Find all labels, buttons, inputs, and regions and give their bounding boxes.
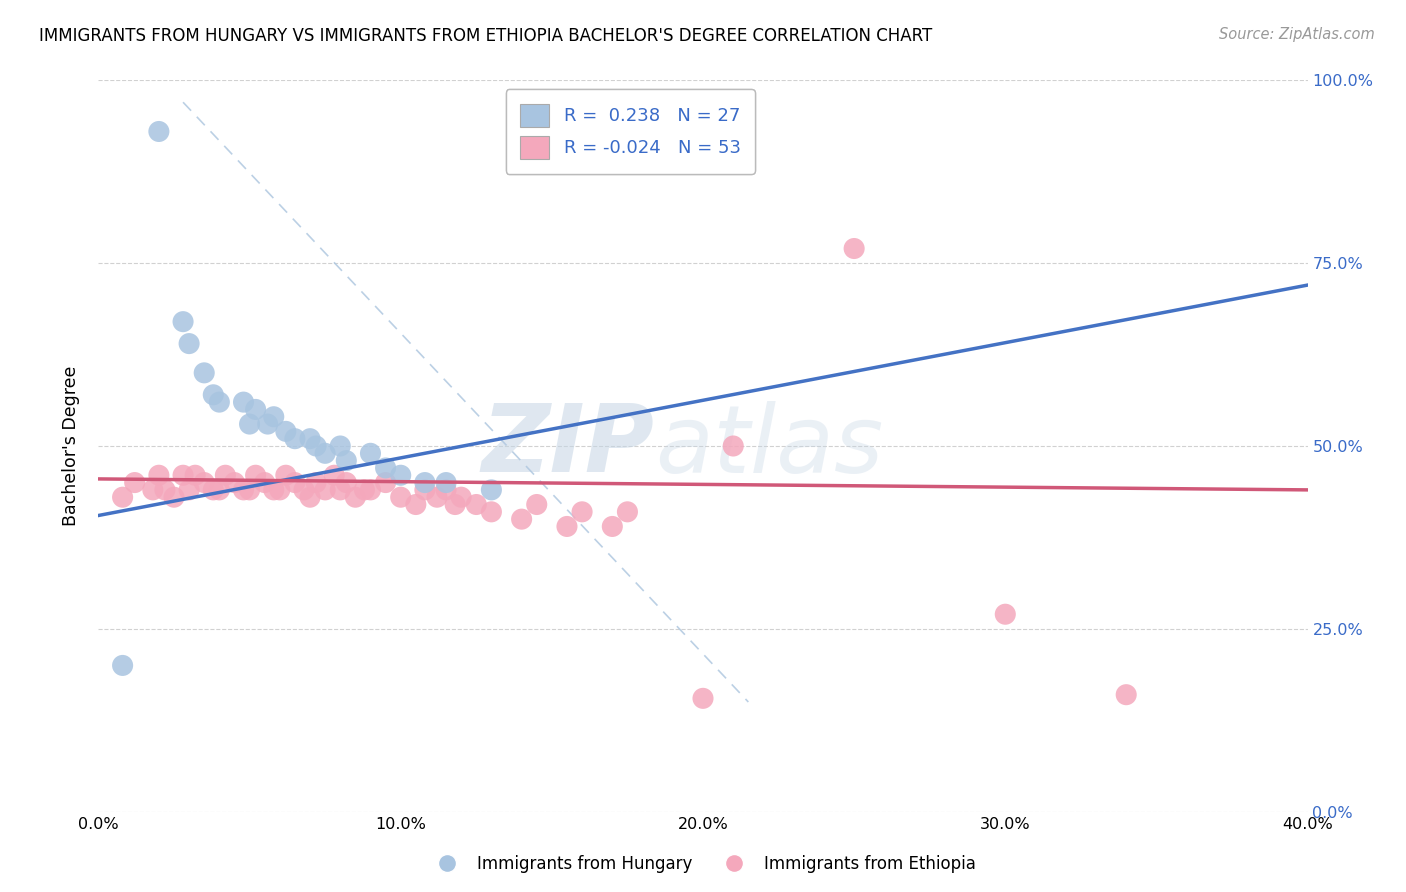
Point: [305, 439, 328, 453]
Point: [202, 388, 225, 402]
Text: ZIP: ZIP: [482, 400, 655, 492]
Point: [344, 490, 367, 504]
Point: [239, 483, 262, 497]
Point: [413, 483, 436, 497]
Point: [232, 395, 254, 409]
Point: [329, 439, 352, 453]
Point: [844, 242, 866, 256]
Point: [1115, 688, 1137, 702]
Point: [263, 483, 285, 497]
Legend: Immigrants from Hungary, Immigrants from Ethiopia: Immigrants from Hungary, Immigrants from…: [423, 848, 983, 880]
Point: [299, 432, 322, 446]
Point: [353, 483, 375, 497]
Point: [193, 475, 215, 490]
Point: [413, 475, 436, 490]
Point: [179, 336, 201, 351]
Point: [148, 124, 170, 138]
Point: [465, 498, 488, 512]
Point: [405, 498, 427, 512]
Point: [299, 490, 322, 504]
Point: [692, 124, 714, 138]
Point: [142, 483, 165, 497]
Point: [360, 483, 382, 497]
Point: [179, 483, 201, 497]
Point: [111, 658, 134, 673]
Point: [707, 132, 730, 146]
Point: [444, 498, 467, 512]
Point: [269, 483, 291, 497]
Point: [148, 468, 170, 483]
Point: [208, 483, 231, 497]
Point: [426, 490, 449, 504]
Point: [232, 483, 254, 497]
Point: [335, 475, 357, 490]
Point: [274, 468, 297, 483]
Point: [434, 483, 457, 497]
Point: [239, 417, 262, 431]
Point: [555, 519, 578, 533]
Point: [374, 461, 396, 475]
Text: atlas: atlas: [655, 401, 883, 491]
Legend: R =  0.238   N = 27, R = -0.024   N = 53: R = 0.238 N = 27, R = -0.024 N = 53: [506, 89, 755, 174]
Point: [245, 402, 267, 417]
Point: [481, 505, 503, 519]
Point: [253, 475, 276, 490]
Point: [292, 483, 315, 497]
Point: [305, 475, 328, 490]
Point: [193, 366, 215, 380]
Point: [274, 425, 297, 439]
Text: IMMIGRANTS FROM HUNGARY VS IMMIGRANTS FROM ETHIOPIA BACHELOR'S DEGREE CORRELATIO: IMMIGRANTS FROM HUNGARY VS IMMIGRANTS FR…: [39, 27, 932, 45]
Point: [124, 475, 146, 490]
Point: [616, 505, 638, 519]
Point: [284, 432, 307, 446]
Point: [172, 468, 194, 483]
Point: [245, 468, 267, 483]
Point: [994, 607, 1017, 622]
Point: [224, 475, 246, 490]
Point: [172, 315, 194, 329]
Point: [692, 691, 714, 706]
Point: [389, 490, 412, 504]
Point: [284, 475, 307, 490]
Point: [263, 409, 285, 424]
Point: [153, 483, 176, 497]
Point: [389, 468, 412, 483]
Point: [314, 446, 336, 460]
Point: [202, 483, 225, 497]
Point: [208, 395, 231, 409]
Point: [163, 490, 186, 504]
Text: Source: ZipAtlas.com: Source: ZipAtlas.com: [1219, 27, 1375, 42]
Point: [571, 505, 593, 519]
Point: [335, 453, 357, 467]
Point: [450, 490, 472, 504]
Y-axis label: Bachelor's Degree: Bachelor's Degree: [62, 366, 80, 526]
Point: [111, 490, 134, 504]
Point: [360, 446, 382, 460]
Point: [481, 483, 503, 497]
Point: [510, 512, 533, 526]
Point: [256, 417, 278, 431]
Point: [214, 468, 236, 483]
Point: [526, 498, 548, 512]
Point: [329, 483, 352, 497]
Point: [602, 519, 624, 533]
Point: [323, 468, 346, 483]
Point: [723, 439, 745, 453]
Point: [374, 475, 396, 490]
Point: [184, 468, 207, 483]
Point: [314, 483, 336, 497]
Point: [434, 475, 457, 490]
